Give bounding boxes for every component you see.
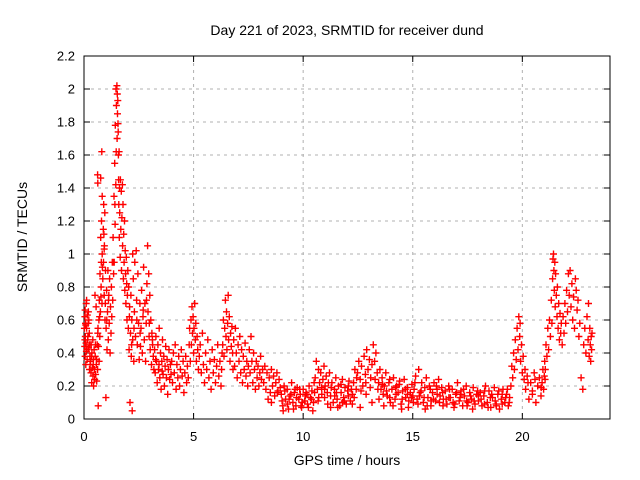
y-tick-label: 1.2 <box>57 214 75 229</box>
axis-ticks <box>83 55 610 420</box>
x-axis-label: GPS time / hours <box>294 452 401 468</box>
gridlines <box>84 56 610 419</box>
y-tick-label: 2 <box>68 82 75 97</box>
chart-title: Day 221 of 2023, SRMTID for receiver dun… <box>210 22 483 38</box>
y-tick-label: 0.8 <box>57 280 75 295</box>
y-tick-label: 0.4 <box>57 346 75 361</box>
y-tick-label: 2.2 <box>57 49 75 64</box>
x-tick-label: 20 <box>515 429 529 444</box>
y-axis-label: SRMTID / TECUs <box>14 182 30 292</box>
x-tick-label: 0 <box>80 429 87 444</box>
y-tick-label: 1.4 <box>57 181 75 196</box>
tick-labels: 0 0.2 0.4 0.6 0.8 1 1.2 1.4 1.6 1.8 2 2.2 0 5 10 15 20 <box>57 49 530 445</box>
y-tick-label: 1.6 <box>57 148 75 163</box>
y-tick-label: 1 <box>68 247 75 262</box>
plot-frame <box>83 55 611 420</box>
x-tick-label: 15 <box>406 429 420 444</box>
y-tick-label: 0.2 <box>57 379 75 394</box>
y-tick-label: 0 <box>68 412 75 427</box>
x-tick-label: 10 <box>296 429 310 444</box>
scatter-markers <box>80 82 596 415</box>
y-tick-label: 0.6 <box>57 313 75 328</box>
data-points <box>80 82 596 415</box>
x-tick-label: 5 <box>190 429 197 444</box>
y-tick-label: 1.8 <box>57 115 75 130</box>
